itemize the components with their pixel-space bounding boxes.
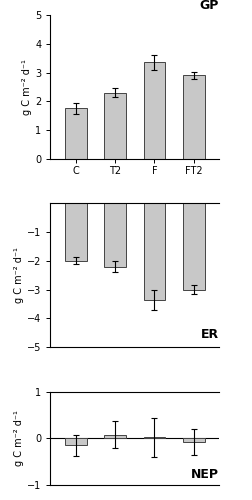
- Bar: [104, 204, 126, 266]
- Bar: [65, 204, 87, 261]
- Bar: [104, 434, 126, 438]
- Bar: [183, 438, 205, 442]
- Bar: [144, 204, 165, 300]
- Text: NEP: NEP: [191, 468, 219, 481]
- Bar: [104, 92, 126, 159]
- Text: ER: ER: [201, 328, 219, 342]
- Y-axis label: g C m⁻² d⁻¹: g C m⁻² d⁻¹: [22, 59, 32, 115]
- Bar: [144, 62, 165, 159]
- Text: GP: GP: [200, 0, 219, 12]
- Bar: [65, 438, 87, 446]
- Y-axis label: g C m⁻² d⁻¹: g C m⁻² d⁻¹: [14, 247, 24, 303]
- Bar: [183, 204, 205, 290]
- Y-axis label: g C m⁻² d⁻¹: g C m⁻² d⁻¹: [14, 410, 24, 466]
- Bar: [183, 76, 205, 159]
- Bar: [65, 108, 87, 159]
